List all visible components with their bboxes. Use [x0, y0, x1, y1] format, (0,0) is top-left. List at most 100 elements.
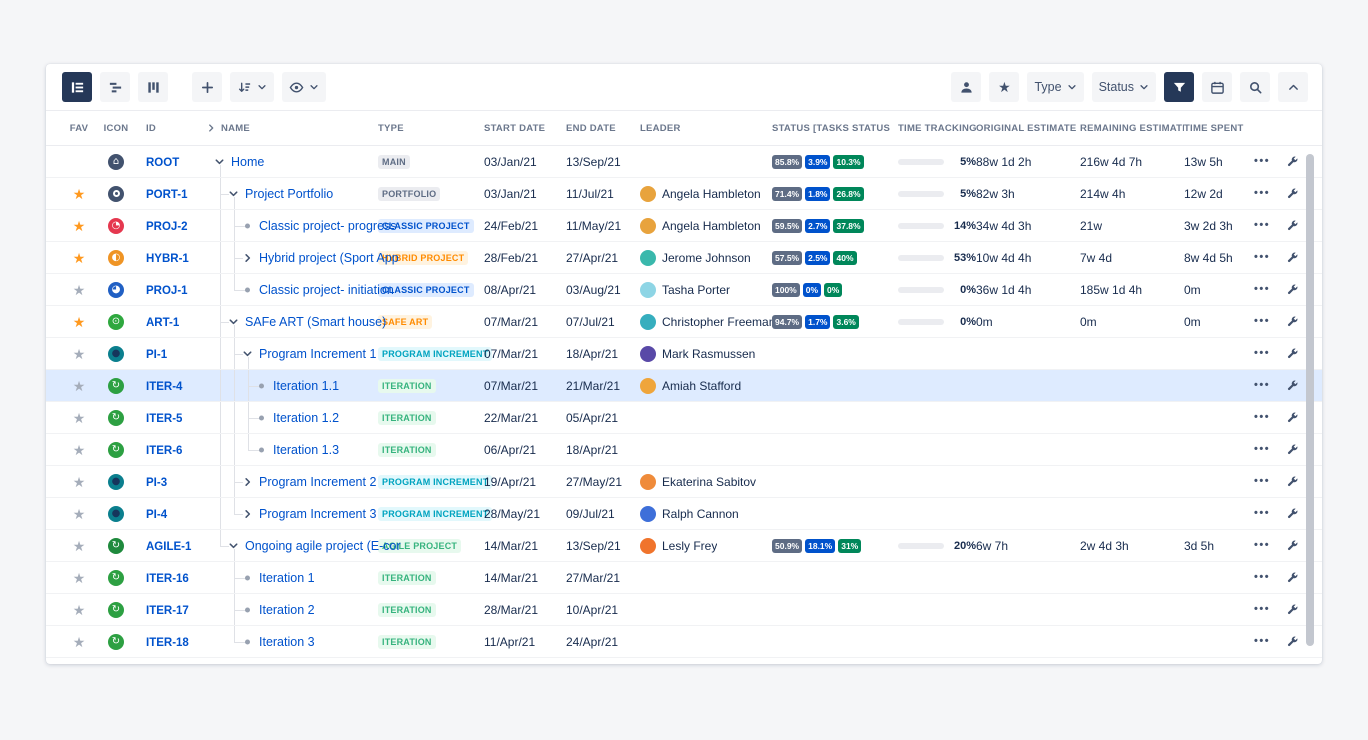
favorite-star-icon[interactable]: ★ [72, 409, 86, 426]
favorite-star-icon[interactable]: ★ [72, 473, 86, 490]
item-name-link[interactable]: Hybrid project (Sport App [259, 250, 399, 265]
table-row-iter-17[interactable]: ★ ↻ ITER-17 Iteration 2 ITERATION 28/Mar/21 10… [46, 594, 1322, 626]
item-id-link[interactable]: AGILE-1 [146, 540, 192, 553]
table-row-pi-3[interactable]: ★ ● PI-3 Program Increment 2 PROGRAM INCREME… [46, 466, 1322, 498]
more-actions-icon[interactable]: ••• [1254, 571, 1271, 583]
favorite-star-icon[interactable]: ★ [72, 281, 86, 298]
wrench-icon[interactable] [1286, 219, 1299, 232]
more-actions-icon[interactable]: ••• [1254, 635, 1271, 647]
wrench-icon[interactable] [1286, 507, 1299, 520]
favorite-star-icon[interactable]: ★ [72, 377, 86, 394]
wrench-icon[interactable] [1286, 475, 1299, 488]
more-actions-icon[interactable]: ••• [1254, 219, 1271, 231]
favorite-star-icon[interactable]: ★ [72, 505, 86, 522]
column-header-type[interactable]: TYPE [378, 122, 404, 134]
more-actions-icon[interactable]: ••• [1254, 155, 1271, 167]
status-filter-dropdown[interactable]: Status [1091, 72, 1156, 102]
item-name-link[interactable]: Program Increment 2 [259, 474, 377, 489]
favorite-star-icon[interactable]: ★ [72, 441, 86, 458]
search-button[interactable] [1240, 72, 1270, 102]
item-id-link[interactable]: PI-4 [146, 508, 168, 521]
expand-chevron-icon[interactable] [242, 508, 253, 519]
wrench-icon[interactable] [1286, 443, 1299, 456]
vertical-scrollbar[interactable] [1306, 154, 1314, 646]
favorite-star-icon[interactable]: ★ [72, 185, 86, 202]
item-id-link[interactable]: ITER-16 [146, 572, 189, 585]
column-header-icon[interactable]: ICON [103, 122, 129, 134]
item-id-link[interactable]: ITER-6 [146, 444, 183, 457]
item-id-link[interactable]: PROJ-2 [146, 220, 188, 233]
item-name-link[interactable]: Classic project- initiation [259, 282, 394, 297]
column-header-status[interactable]: STATUS [TASKS STATUS [772, 122, 891, 134]
visibility-button[interactable] [282, 72, 326, 102]
sort-button[interactable] [230, 72, 274, 102]
table-row-hybr-1[interactable]: ★ ◐ HYBR-1 Hybrid project (Sport App HYBRID … [46, 242, 1322, 274]
table-row-root[interactable]: ⌂ ROOT Home MAIN 03/Jan/21 13/Sep/21 85.8% 3.9%… [46, 146, 1322, 178]
item-id-link[interactable]: ITER-17 [146, 604, 189, 617]
table-row-proj-1[interactable]: ★ ◕ PROJ-1 Classic project- initiation CLASS… [46, 274, 1322, 306]
item-name-link[interactable]: Iteration 1 [259, 570, 315, 585]
collapse-toolbar-button[interactable] [1278, 72, 1308, 102]
wrench-icon[interactable] [1286, 411, 1299, 424]
favorite-star-icon[interactable]: ★ [72, 345, 86, 362]
wrench-icon[interactable] [1286, 347, 1299, 360]
favorite-star-icon[interactable]: ★ [72, 249, 86, 266]
item-name-link[interactable]: Home [231, 154, 265, 169]
more-actions-icon[interactable]: ••• [1254, 283, 1271, 295]
favorite-star-icon[interactable]: ★ [72, 601, 86, 618]
wrench-icon[interactable] [1286, 315, 1299, 328]
more-actions-icon[interactable]: ••• [1254, 187, 1271, 199]
item-id-link[interactable]: PI-3 [146, 476, 168, 489]
item-id-link[interactable]: ITER-18 [146, 636, 189, 649]
scope-view-button[interactable] [62, 72, 92, 102]
item-name-link[interactable]: Iteration 2 [259, 602, 315, 617]
item-name-link[interactable]: Program Increment 3 [259, 506, 377, 521]
more-actions-icon[interactable]: ••• [1254, 315, 1271, 327]
column-header-time-tracking[interactable]: TIME TRACKING [898, 122, 976, 134]
favorite-star-icon[interactable]: ★ [72, 537, 86, 554]
board-view-button[interactable] [138, 72, 168, 102]
wrench-icon[interactable] [1286, 187, 1299, 200]
item-name-link[interactable]: Iteration 1.3 [273, 442, 340, 457]
more-actions-icon[interactable]: ••• [1254, 443, 1271, 455]
item-name-link[interactable]: Project Portfolio [245, 186, 334, 201]
column-header-leader[interactable]: LEADER [640, 122, 681, 134]
table-row-art-1[interactable]: ★ ⊙ ART-1 SAFe ART (Smart house) SAFE ART 07/… [46, 306, 1322, 338]
more-actions-icon[interactable]: ••• [1254, 507, 1271, 519]
more-actions-icon[interactable]: ••• [1254, 251, 1271, 263]
favorites-filter-button[interactable]: ★ [989, 72, 1020, 102]
item-id-link[interactable]: PORT-1 [146, 188, 188, 201]
wrench-icon[interactable] [1286, 539, 1299, 552]
item-id-link[interactable]: PROJ-1 [146, 284, 188, 297]
column-header-fav[interactable]: FAV [69, 122, 89, 134]
more-actions-icon[interactable]: ••• [1254, 539, 1271, 551]
item-id-link[interactable]: PI-1 [146, 348, 168, 361]
item-id-link[interactable]: ROOT [146, 156, 180, 169]
collapse-chevron-icon[interactable] [214, 156, 225, 167]
column-header-id[interactable]: ID [146, 122, 156, 134]
table-row-agile-1[interactable]: ★ ↻ AGILE-1 Ongoing agile project (E-cor AGI… [46, 530, 1322, 562]
more-actions-icon[interactable]: ••• [1254, 475, 1271, 487]
table-row-iter-6[interactable]: ★ ↻ ITER-6 Iteration 1.3 ITERATION 06/Apr/21 1… [46, 434, 1322, 466]
more-actions-icon[interactable]: ••• [1254, 379, 1271, 391]
expand-chevron-icon[interactable] [242, 252, 253, 263]
item-id-link[interactable]: ITER-5 [146, 412, 183, 425]
more-actions-icon[interactable]: ••• [1254, 411, 1271, 423]
item-name-link[interactable]: Iteration 1.1 [273, 378, 340, 393]
gantt-view-button[interactable] [100, 72, 130, 102]
item-name-link[interactable]: Iteration 1.2 [273, 410, 340, 425]
favorite-star-icon[interactable]: ★ [72, 313, 86, 330]
expand-all-icon[interactable] [206, 123, 216, 133]
table-row-pi-1[interactable]: ★ ● PI-1 Program Increment 1 PROGRAM INCREME… [46, 338, 1322, 370]
collapse-chevron-icon[interactable] [228, 540, 239, 551]
more-actions-icon[interactable]: ••• [1254, 603, 1271, 615]
column-header-original-estimate[interactable]: ORIGINAL ESTIMATE [976, 122, 1077, 134]
column-header-end-date[interactable]: END DATE [566, 122, 616, 134]
table-row-proj-2[interactable]: ★ ◔ PROJ-2 Classic project- progress CLASSIC… [46, 210, 1322, 242]
item-name-link[interactable]: SAFe ART (Smart house) [245, 314, 387, 329]
favorite-star-icon[interactable]: ★ [72, 633, 86, 650]
table-row-iter-16[interactable]: ★ ↻ ITER-16 Iteration 1 ITERATION 14/Mar/21 27… [46, 562, 1322, 594]
type-filter-dropdown[interactable]: Type [1027, 72, 1084, 102]
wrench-icon[interactable] [1286, 155, 1299, 168]
item-name-link[interactable]: Program Increment 1 [259, 346, 377, 361]
